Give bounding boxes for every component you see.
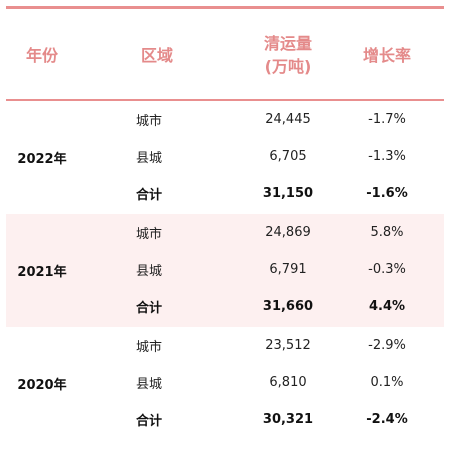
- year-label: 2021年: [17, 265, 67, 280]
- year-group-2022: 2022年 城市 24,445 -1.7% 县城 6,705 -1.3% 合计 …: [6, 101, 444, 214]
- total-row: 合计 31,150 -1.6%: [6, 175, 444, 212]
- region-cell: 县城: [136, 377, 163, 392]
- region-cell: 县城: [136, 264, 163, 279]
- growth-cell: 5.8%: [370, 225, 404, 240]
- total-row: 合计 31,660 4.4%: [6, 288, 444, 325]
- growth-cell: -0.3%: [368, 262, 406, 277]
- table-row: 城市 23,512 -2.9%: [6, 327, 444, 364]
- region-cell: 县城: [136, 151, 163, 166]
- growth-cell: -1.7%: [368, 112, 406, 127]
- volume-cell: 6,791: [269, 262, 307, 277]
- header-volume-unit: (万吨): [264, 57, 312, 76]
- header-volume: 清运量 (万吨): [238, 9, 338, 101]
- volume-cell: 6,705: [269, 149, 307, 164]
- table-row: 县城 6,791 -0.3%: [6, 251, 444, 288]
- region-cell: 合计: [136, 414, 163, 429]
- volume-cell: 30,321: [262, 412, 314, 427]
- top-rule: [6, 6, 444, 9]
- volume-cell: 24,445: [265, 112, 311, 127]
- growth-cell: -1.3%: [368, 149, 406, 164]
- region-cell: 合计: [136, 188, 163, 203]
- table-row: 县城 6,705 -1.3%: [6, 138, 444, 175]
- volume-cell: 23,512: [265, 338, 311, 353]
- table-row: 县城 6,810 0.1%: [6, 364, 444, 401]
- growth-cell: -2.9%: [368, 338, 406, 353]
- table-row: 城市 24,445 -1.7%: [6, 101, 444, 138]
- table-row: 城市 24,869 5.8%: [6, 214, 444, 251]
- growth-cell: 0.1%: [370, 375, 404, 390]
- header-region: 区域: [140, 45, 173, 65]
- growth-cell: -1.6%: [366, 186, 408, 201]
- header-rule: [6, 99, 444, 101]
- growth-cell: 4.4%: [368, 299, 406, 314]
- year-group-2021: 2021年 城市 24,869 5.8% 县城 6,791 -0.3% 合计 3…: [6, 214, 444, 327]
- region-cell: 城市: [136, 227, 163, 242]
- year-label: 2020年: [17, 378, 67, 393]
- region-cell: 城市: [136, 340, 163, 355]
- year-group-2020: 2020年 城市 23,512 -2.9% 县城 6,810 0.1% 合计 3…: [6, 327, 444, 440]
- volume-cell: 31,660: [262, 299, 314, 314]
- table-header: 年份 区域 清运量 (万吨) 增长率: [6, 9, 444, 101]
- total-row: 合计 30,321 -2.4%: [6, 401, 444, 438]
- header-growth: 增长率: [362, 45, 411, 65]
- region-cell: 合计: [136, 301, 163, 316]
- volume-cell: 24,869: [265, 225, 311, 240]
- growth-cell: -2.4%: [366, 412, 408, 427]
- volume-cell: 31,150: [262, 186, 314, 201]
- data-table: 年份 区域 清运量 (万吨) 增长率 2022年 城市 24,445 -1.7%…: [6, 6, 444, 440]
- header-volume-label: 清运量: [263, 34, 312, 53]
- region-cell: 城市: [136, 114, 163, 129]
- volume-cell: 6,810: [269, 375, 307, 390]
- header-year: 年份: [25, 45, 58, 65]
- year-label: 2022年: [17, 152, 67, 167]
